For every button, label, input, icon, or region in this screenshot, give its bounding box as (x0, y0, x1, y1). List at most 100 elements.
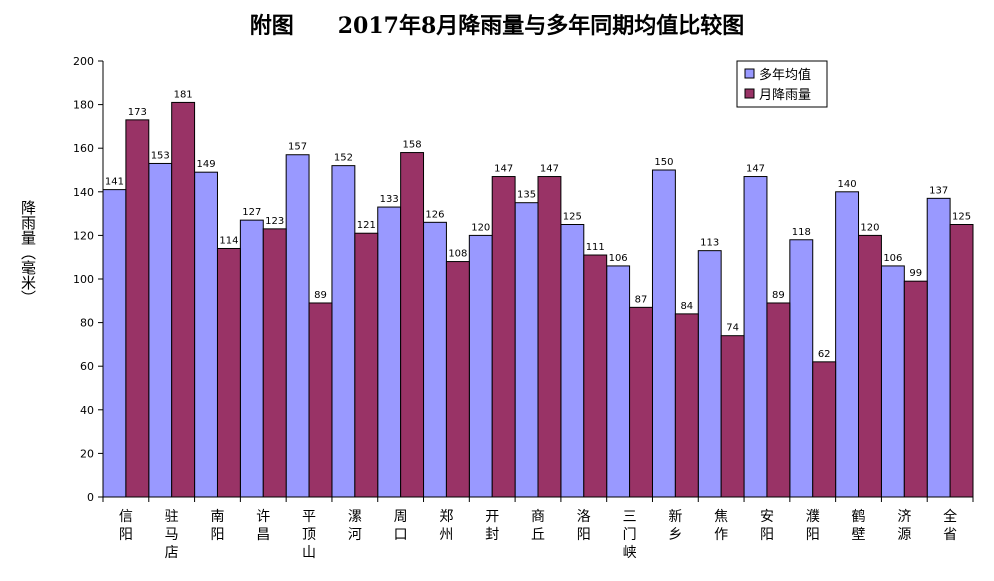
data-label: 125 (563, 212, 582, 223)
bar (606, 265, 631, 498)
data-label: 141 (105, 177, 124, 188)
bar (125, 119, 150, 498)
data-label: 106 (609, 253, 628, 264)
x-tick-label: 平顶山 (302, 509, 316, 561)
data-label: 62 (818, 349, 831, 360)
bar (239, 219, 264, 498)
bar (789, 239, 814, 498)
bar (308, 302, 333, 498)
bar (674, 313, 699, 498)
bar (514, 202, 539, 498)
data-label: 149 (196, 159, 215, 170)
data-label: 120 (471, 222, 490, 233)
data-label: 147 (494, 164, 513, 175)
data-label: 114 (219, 235, 238, 246)
x-tick-label: 开封 (485, 509, 499, 543)
data-label: 153 (151, 150, 170, 161)
bar (377, 206, 402, 498)
x-tick-label: 三门峡 (623, 509, 637, 561)
bar (743, 176, 768, 498)
legend-swatch (744, 88, 755, 99)
data-label: 181 (174, 89, 193, 100)
data-label: 126 (425, 209, 444, 220)
data-label: 137 (929, 185, 948, 196)
x-tick-label: 商丘 (531, 509, 545, 543)
y-tick-label: 40 (80, 404, 94, 417)
data-label: 87 (635, 294, 648, 305)
bar (537, 176, 562, 498)
data-label: 152 (334, 153, 353, 164)
data-label: 150 (654, 157, 673, 168)
bar (880, 265, 905, 498)
x-tick-label: 洛阳 (577, 509, 591, 543)
data-label: 118 (792, 227, 811, 238)
bar (423, 221, 447, 498)
data-label: 106 (883, 253, 902, 264)
bar (354, 232, 379, 498)
legend-label: 多年均值 (759, 67, 811, 83)
bar (720, 335, 745, 498)
x-tick-label: 濮阳 (806, 509, 820, 543)
bar (171, 101, 196, 498)
y-tick-label: 180 (73, 99, 94, 112)
bar (148, 162, 173, 498)
legend-label: 月降雨量 (759, 88, 811, 103)
bar (216, 247, 241, 498)
bar (400, 152, 425, 498)
legend-box (736, 60, 828, 108)
x-tick-label: 全省 (943, 508, 957, 543)
y-axis-label: 降雨量（毫米） (19, 200, 37, 305)
x-tick-label: 南阳 (210, 509, 224, 543)
bar (331, 165, 356, 498)
data-label: 173 (128, 107, 147, 118)
bar (583, 254, 608, 498)
bar (651, 169, 676, 498)
y-tick-label: 20 (80, 447, 94, 460)
data-label: 74 (726, 323, 739, 334)
x-tick-label: 新乡 (668, 509, 682, 543)
chart-title: 附图 2017年8月降雨量与多年同期均值比较图 (249, 13, 745, 39)
bar (262, 228, 287, 498)
data-label: 125 (952, 212, 971, 223)
data-label: 147 (746, 164, 765, 175)
bar (766, 302, 791, 498)
x-tick-label: 漯河 (348, 509, 362, 543)
x-tick-label: 安阳 (760, 509, 774, 543)
y-tick-label: 80 (80, 317, 94, 330)
x-tick-label: 驻马店 (165, 509, 179, 561)
bar (835, 191, 860, 498)
x-tick-label: 焦作 (714, 509, 728, 543)
y-tick-label: 60 (80, 360, 94, 373)
x-tick-label: 许昌 (256, 509, 270, 543)
bar (560, 224, 585, 498)
legend-swatch (744, 68, 755, 79)
x-tick-label: 信阳 (119, 509, 133, 543)
bar (697, 250, 722, 498)
data-label: 133 (380, 194, 399, 205)
bar (194, 171, 218, 498)
data-label: 111 (586, 242, 605, 253)
data-label: 123 (265, 216, 284, 227)
y-tick-label: 0 (87, 491, 94, 504)
x-tick-label: 郑州 (439, 509, 453, 543)
data-label: 157 (288, 142, 307, 153)
y-tick-label: 100 (73, 273, 94, 286)
bar (949, 224, 974, 498)
x-tick-label: 鹤壁 (852, 509, 866, 543)
data-label: 89 (314, 290, 327, 301)
data-label: 108 (448, 249, 467, 260)
bar (629, 306, 653, 498)
bar (858, 234, 882, 498)
data-label: 89 (772, 290, 785, 301)
bar (102, 189, 127, 498)
bar (285, 154, 310, 498)
x-tick-label: 周口 (394, 509, 408, 543)
bar (445, 261, 470, 498)
bar (812, 361, 837, 498)
y-tick-label: 200 (73, 55, 94, 68)
data-label: 84 (680, 301, 693, 312)
data-label: 113 (700, 238, 719, 249)
data-label: 140 (838, 179, 857, 190)
